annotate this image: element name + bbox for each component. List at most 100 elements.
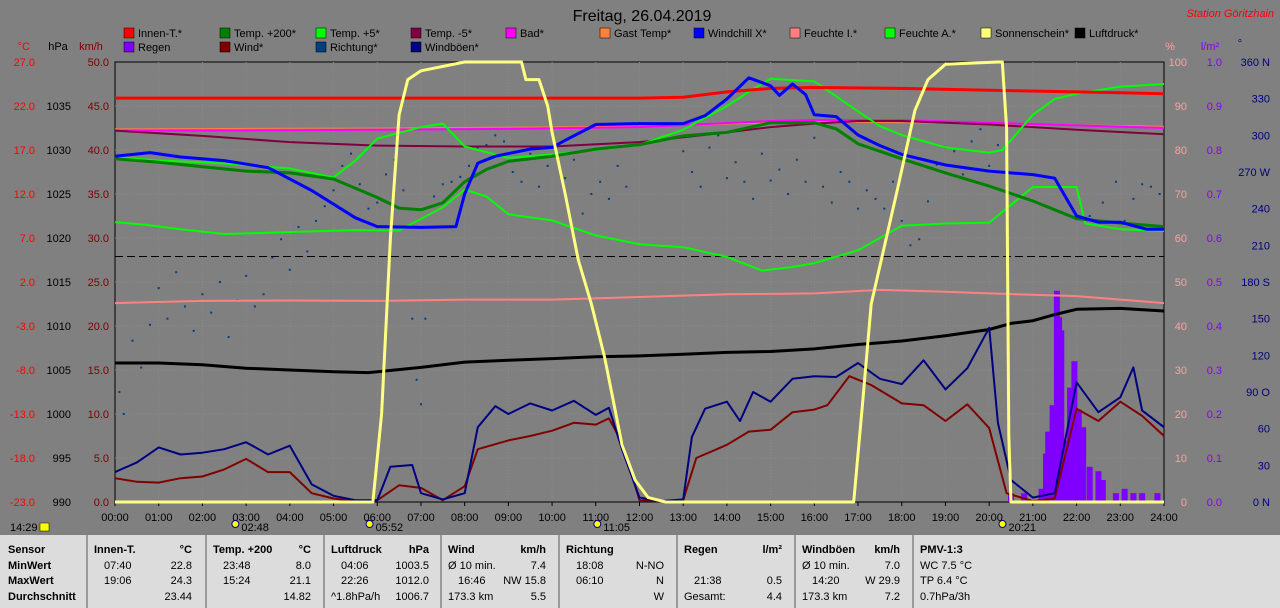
x-tick-label: 03:00 <box>232 512 260 524</box>
x-tick-label: 18:00 <box>888 512 916 524</box>
rain-bar <box>1095 471 1102 502</box>
legend-swatch <box>123 41 135 53</box>
direction-point <box>468 164 471 167</box>
humidity-tick-label: 30 <box>1175 365 1187 377</box>
direction-point <box>769 179 772 182</box>
temp-tick-label: -18.0 <box>10 453 35 465</box>
humidity-tick-label: 70 <box>1175 189 1187 201</box>
direction-point <box>157 287 160 290</box>
table-unit: hPa <box>408 544 429 556</box>
wind-tick-label: 45.0 <box>88 101 109 113</box>
direction-point <box>350 152 353 155</box>
direction-point <box>743 180 746 183</box>
direction-point <box>441 183 444 186</box>
legend-swatch <box>599 27 611 39</box>
direction-point <box>970 140 973 143</box>
humidity-tick-label: 10 <box>1175 453 1187 465</box>
table-value: N <box>656 575 664 587</box>
direction-point <box>459 175 462 178</box>
direction-point <box>1123 219 1126 222</box>
station-name: Station Göritzhain <box>1187 8 1274 20</box>
table-header: Regen <box>684 544 718 556</box>
rain-tick-label: 0.8 <box>1207 145 1222 157</box>
series-line-temp-5 <box>114 77 1165 179</box>
rain-tick-label: 0.7 <box>1207 189 1222 201</box>
direction-point <box>485 144 488 147</box>
rain-tick-label: 0.4 <box>1207 321 1222 333</box>
legend-label: Innen-T.* <box>138 28 183 40</box>
direction-point <box>865 189 868 192</box>
table-time: 14:20 <box>812 575 840 587</box>
astro-time: 11:05 <box>603 522 630 534</box>
table-time: 04:06 <box>341 560 369 572</box>
table-value: 21.1 <box>289 575 311 587</box>
x-tick-label: 14:00 <box>713 512 741 524</box>
direction-point <box>752 197 755 200</box>
table-column-separator <box>323 535 325 608</box>
direction-point <box>599 180 602 183</box>
direction-point <box>122 413 125 415</box>
moon-icon <box>39 522 50 532</box>
direction-point <box>529 152 532 155</box>
x-tick-label: 15:00 <box>757 512 785 524</box>
table-value: 14.82 <box>283 591 311 603</box>
direction-point <box>166 317 169 320</box>
table-value: 5.5 <box>530 591 546 603</box>
table-value: 7.0 <box>884 560 900 572</box>
pressure-tick-label: 1025 <box>47 189 71 201</box>
legend-swatch <box>315 41 327 53</box>
wind-tick-label: 40.0 <box>88 145 109 157</box>
x-tick-label: 19:00 <box>932 512 960 524</box>
pressure-tick-label: 1015 <box>47 277 71 289</box>
rain-bar <box>1139 493 1146 502</box>
direction-point <box>288 268 291 271</box>
direction-point <box>787 193 790 195</box>
direction-point <box>140 366 143 369</box>
legend-swatch <box>1074 27 1086 39</box>
x-axis: 00:00 01:00 02:00 03:00 04:00 05:00 06:00 07:00… <box>101 502 1178 524</box>
direction-point <box>411 317 414 320</box>
y-axes: 27.0 22.0 17.0 12.0 7.0 2.0 -3.0 -8.0 -13.0 -18.0… <box>10 57 1271 509</box>
series-line-luftdruck <box>115 306 1165 375</box>
rain-bar <box>1058 330 1065 502</box>
x-tick-label: 07:00 <box>407 512 435 524</box>
x-tick-label: 24:00 <box>1150 512 1178 524</box>
direction-point <box>564 177 567 180</box>
legend-label: Feuchte A.* <box>899 28 957 40</box>
rain-tick-label: 0.0 <box>1207 497 1222 509</box>
x-tick-label: 04:00 <box>276 512 304 524</box>
direction-point <box>961 173 964 176</box>
direction-point <box>988 164 991 167</box>
humidity-tick-label: 80 <box>1175 145 1187 157</box>
table-header: PMV-1:3 <box>920 544 963 556</box>
legend-label: Wind* <box>234 42 264 54</box>
legend-label: Gast Temp* <box>614 28 672 40</box>
direction-point <box>402 189 405 192</box>
legend-swatch <box>219 27 231 39</box>
direction-point <box>839 171 842 173</box>
direction-point <box>1114 180 1117 183</box>
direction-point <box>1141 183 1144 186</box>
legend-label: Windchill X* <box>708 28 767 40</box>
table-header: Innen-T. <box>94 544 136 556</box>
table-time: Gesamt: <box>684 591 726 603</box>
humidity-tick-label: 100 <box>1169 57 1187 69</box>
table-header: Temp. +200 <box>213 544 273 556</box>
humidity-tick-label: 0 <box>1181 497 1187 509</box>
rain-tick-label: 0.1 <box>1207 453 1222 465</box>
rain-bar <box>1075 409 1082 502</box>
direction-point <box>494 134 497 137</box>
direction-point <box>315 219 318 222</box>
table-time: 22:26 <box>341 575 369 587</box>
direction-point <box>1101 201 1104 204</box>
table-time: 173.3 km <box>448 591 494 603</box>
direction-tick-label: 0 N <box>1253 497 1270 509</box>
legend-swatch <box>693 27 705 39</box>
table-time: 15:24 <box>223 575 251 587</box>
rain-bar <box>1112 493 1119 502</box>
direction-point <box>376 201 379 204</box>
wind-tick-label: 30.0 <box>88 233 109 245</box>
direction-point <box>804 180 807 183</box>
direction-tick-label: 210 <box>1252 240 1270 252</box>
data-series <box>114 60 1165 504</box>
